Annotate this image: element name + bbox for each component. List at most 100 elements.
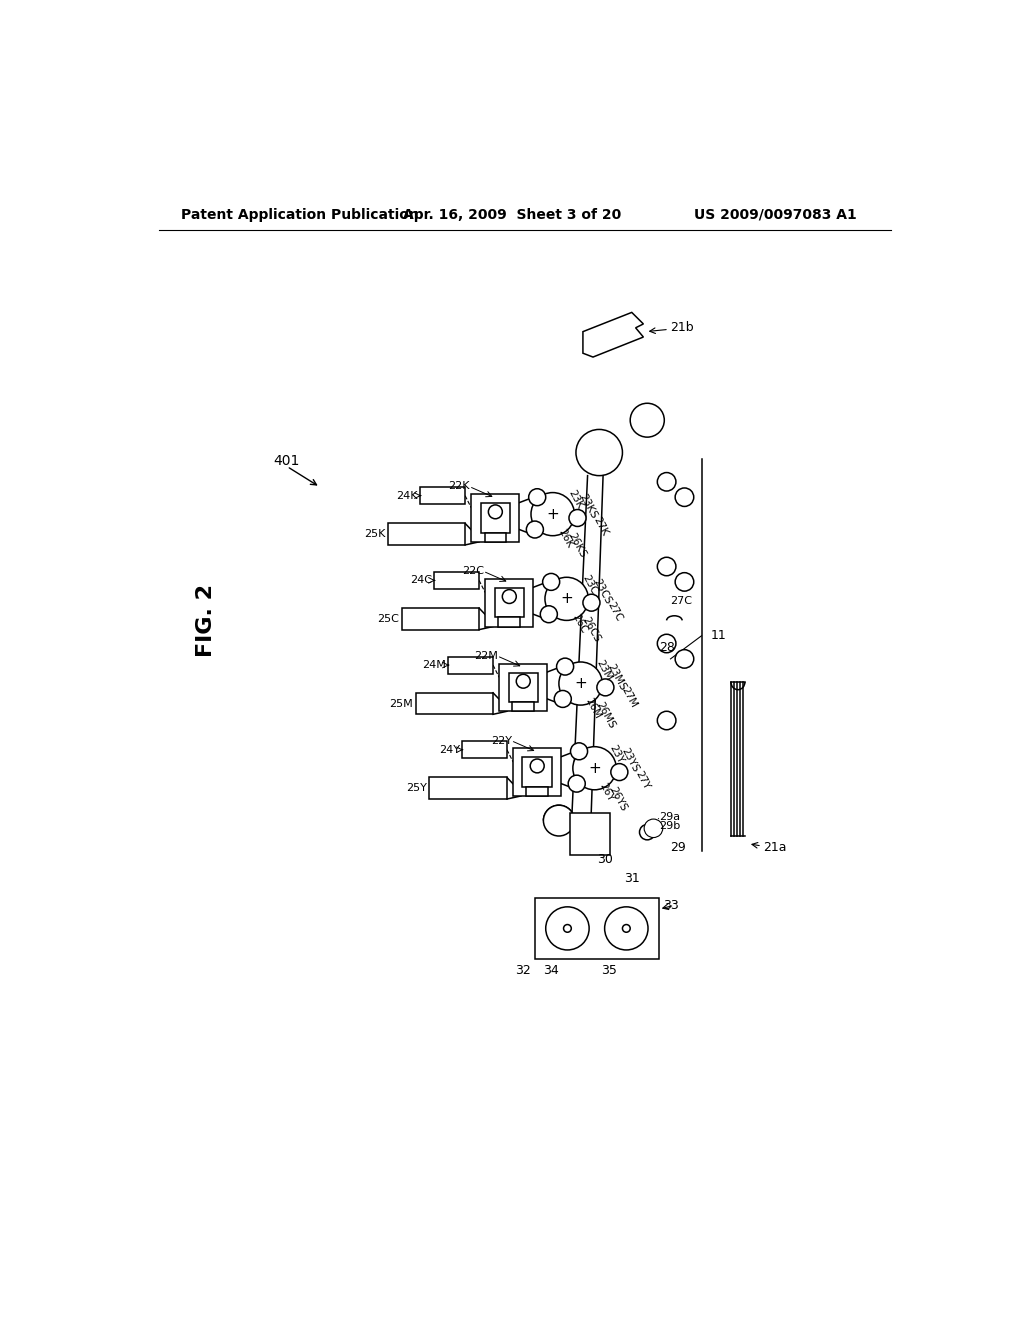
Text: 26KS: 26KS bbox=[566, 531, 588, 560]
Circle shape bbox=[657, 635, 676, 653]
Polygon shape bbox=[583, 313, 643, 358]
Circle shape bbox=[569, 510, 586, 527]
Text: 401: 401 bbox=[273, 454, 300, 469]
Circle shape bbox=[640, 825, 655, 840]
Text: Patent Application Publication: Patent Application Publication bbox=[180, 207, 419, 222]
Text: 22M: 22M bbox=[474, 651, 498, 661]
Text: 25Y: 25Y bbox=[407, 783, 427, 793]
Text: 23KS: 23KS bbox=[578, 492, 599, 521]
Bar bbox=[480, 503, 510, 533]
Bar bbox=[420, 487, 465, 504]
Bar bbox=[429, 777, 507, 799]
Circle shape bbox=[583, 594, 600, 611]
Circle shape bbox=[559, 663, 602, 705]
Circle shape bbox=[572, 747, 616, 789]
Text: 25K: 25K bbox=[364, 529, 385, 539]
Bar bbox=[522, 758, 552, 787]
Bar bbox=[509, 673, 538, 702]
Text: 26MS: 26MS bbox=[594, 701, 616, 730]
Bar bbox=[500, 664, 547, 711]
Text: 29a: 29a bbox=[658, 812, 680, 822]
Text: 35: 35 bbox=[601, 964, 616, 977]
Text: 23MS: 23MS bbox=[605, 661, 628, 692]
Circle shape bbox=[531, 492, 574, 536]
Bar bbox=[513, 748, 561, 796]
Text: 26M: 26M bbox=[584, 697, 603, 721]
Bar bbox=[388, 524, 465, 545]
Text: 27C: 27C bbox=[605, 601, 625, 623]
Circle shape bbox=[541, 606, 557, 623]
Text: 32: 32 bbox=[515, 964, 531, 977]
Circle shape bbox=[528, 488, 546, 506]
Circle shape bbox=[657, 473, 676, 491]
Circle shape bbox=[675, 488, 693, 507]
Bar bbox=[401, 609, 479, 630]
Circle shape bbox=[526, 521, 544, 539]
Text: 23C: 23C bbox=[580, 573, 599, 597]
Text: 26C: 26C bbox=[570, 612, 589, 635]
Text: 28: 28 bbox=[658, 640, 675, 653]
Bar bbox=[535, 898, 658, 960]
Text: +: + bbox=[547, 507, 559, 521]
Text: 30: 30 bbox=[597, 853, 612, 866]
Circle shape bbox=[563, 924, 571, 932]
Text: 24K: 24K bbox=[396, 491, 418, 500]
Text: 26K: 26K bbox=[556, 527, 574, 549]
Circle shape bbox=[575, 429, 623, 475]
Text: 11: 11 bbox=[711, 630, 727, 643]
Circle shape bbox=[657, 557, 676, 576]
Text: 25C: 25C bbox=[378, 614, 399, 624]
Bar bbox=[495, 589, 524, 618]
Text: 27C: 27C bbox=[671, 597, 692, 606]
Text: 23CS: 23CS bbox=[592, 577, 613, 606]
Text: FIG. 2: FIG. 2 bbox=[196, 583, 215, 657]
Text: 23YS: 23YS bbox=[620, 747, 641, 775]
Text: 26Y: 26Y bbox=[598, 781, 615, 803]
Circle shape bbox=[675, 649, 693, 668]
Bar bbox=[416, 693, 493, 714]
Text: 29: 29 bbox=[671, 841, 686, 854]
Text: 26YS: 26YS bbox=[608, 785, 629, 813]
Circle shape bbox=[630, 404, 665, 437]
Text: 27K: 27K bbox=[592, 516, 610, 539]
Text: 22K: 22K bbox=[449, 482, 470, 491]
Text: 23M: 23M bbox=[594, 659, 613, 682]
Bar bbox=[484, 533, 506, 543]
Text: 24Y: 24Y bbox=[438, 744, 460, 755]
Text: 21b: 21b bbox=[671, 321, 694, 334]
Circle shape bbox=[623, 924, 630, 932]
Text: 27M: 27M bbox=[620, 685, 639, 709]
Bar bbox=[569, 813, 610, 855]
Text: +: + bbox=[574, 676, 587, 692]
Circle shape bbox=[488, 506, 503, 519]
Text: 23Y: 23Y bbox=[608, 743, 626, 764]
Circle shape bbox=[557, 659, 573, 675]
Text: 27Y: 27Y bbox=[634, 770, 651, 792]
Text: 26CS: 26CS bbox=[580, 615, 602, 644]
Text: 22C: 22C bbox=[462, 566, 483, 576]
Text: 25M: 25M bbox=[389, 698, 414, 709]
Bar bbox=[512, 702, 535, 711]
Text: Apr. 16, 2009  Sheet 3 of 20: Apr. 16, 2009 Sheet 3 of 20 bbox=[403, 207, 622, 222]
Circle shape bbox=[579, 826, 607, 854]
Circle shape bbox=[546, 907, 589, 950]
Circle shape bbox=[543, 573, 560, 590]
Circle shape bbox=[544, 805, 574, 836]
Text: 31: 31 bbox=[624, 871, 640, 884]
Circle shape bbox=[568, 775, 586, 792]
Circle shape bbox=[503, 590, 516, 603]
Text: 29b: 29b bbox=[658, 821, 680, 832]
Circle shape bbox=[604, 907, 648, 950]
Text: US 2009/0097083 A1: US 2009/0097083 A1 bbox=[693, 207, 856, 222]
Text: 22Y: 22Y bbox=[490, 735, 512, 746]
Text: +: + bbox=[560, 591, 573, 606]
Circle shape bbox=[516, 675, 530, 688]
Text: 24C: 24C bbox=[410, 576, 432, 585]
Text: 23K: 23K bbox=[566, 488, 585, 511]
Circle shape bbox=[530, 759, 544, 774]
Text: 21a: 21a bbox=[764, 841, 787, 854]
Circle shape bbox=[597, 678, 614, 696]
Circle shape bbox=[611, 763, 628, 780]
Bar bbox=[434, 572, 479, 589]
Circle shape bbox=[644, 818, 663, 837]
